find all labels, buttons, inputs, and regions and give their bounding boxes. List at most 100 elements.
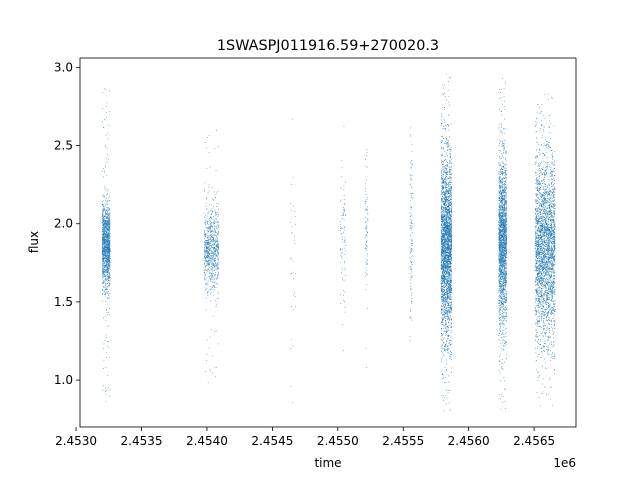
data-point xyxy=(217,233,219,234)
data-point xyxy=(442,164,443,166)
data-point xyxy=(215,242,216,244)
data-point xyxy=(109,227,110,229)
data-point xyxy=(109,240,111,242)
data-point xyxy=(447,227,449,229)
data-point xyxy=(343,215,345,216)
data-point xyxy=(209,217,210,219)
data-point xyxy=(207,270,209,272)
data-point xyxy=(446,165,447,167)
data-point xyxy=(445,328,446,329)
data-point xyxy=(291,345,293,347)
data-point xyxy=(104,286,106,288)
data-point xyxy=(445,291,447,293)
data-point xyxy=(212,219,214,221)
data-point xyxy=(108,218,110,220)
data-point xyxy=(442,195,444,197)
data-point xyxy=(104,245,105,247)
data-point xyxy=(105,229,106,230)
data-point xyxy=(217,234,218,235)
data-point xyxy=(213,221,214,223)
data-point xyxy=(450,311,452,313)
data-point xyxy=(209,244,211,246)
data-point xyxy=(108,196,110,198)
data-point xyxy=(441,281,443,283)
data-point xyxy=(448,253,450,255)
data-point xyxy=(213,246,215,248)
data-point xyxy=(212,247,214,248)
data-point xyxy=(109,222,110,224)
data-point xyxy=(104,246,106,248)
data-point xyxy=(442,236,444,237)
data-point xyxy=(449,355,450,357)
data-point xyxy=(446,302,448,303)
data-point xyxy=(445,403,447,405)
data-point xyxy=(446,191,448,192)
data-point xyxy=(442,168,444,170)
data-point xyxy=(340,187,342,189)
data-point xyxy=(104,219,105,221)
data-point xyxy=(442,255,444,257)
data-point xyxy=(211,222,212,224)
data-point xyxy=(106,260,107,262)
data-point xyxy=(216,244,218,246)
data-point xyxy=(447,162,448,163)
data-point xyxy=(105,174,107,176)
data-point xyxy=(103,368,104,369)
data-point xyxy=(213,220,215,222)
data-point xyxy=(108,236,109,238)
data-point xyxy=(209,249,210,250)
data-point xyxy=(103,227,104,229)
data-point xyxy=(211,226,212,228)
data-point xyxy=(208,228,210,230)
data-point xyxy=(102,285,104,287)
data-point xyxy=(211,287,212,289)
data-point xyxy=(104,279,106,281)
data-point xyxy=(445,234,446,235)
data-point xyxy=(205,227,207,229)
data-point xyxy=(211,260,213,262)
data-point xyxy=(105,232,107,233)
data-point xyxy=(105,233,107,235)
data-point xyxy=(441,266,443,268)
data-point xyxy=(291,209,293,211)
data-point xyxy=(449,307,451,308)
data-point xyxy=(443,261,445,263)
data-point xyxy=(344,209,346,211)
data-point xyxy=(212,281,213,283)
data-point xyxy=(108,247,110,249)
data-point xyxy=(447,251,449,253)
data-point xyxy=(449,211,450,213)
data-point xyxy=(444,122,446,124)
data-point xyxy=(106,240,108,242)
data-point xyxy=(445,202,446,203)
data-point xyxy=(204,241,205,243)
data-point xyxy=(442,166,444,168)
data-point xyxy=(204,231,205,232)
data-point xyxy=(206,252,207,254)
data-point xyxy=(410,236,412,237)
data-point xyxy=(215,366,217,368)
data-point xyxy=(450,184,451,185)
data-point xyxy=(443,294,445,296)
data-point xyxy=(440,237,442,239)
data-point xyxy=(108,246,110,248)
data-point xyxy=(108,229,109,230)
data-point xyxy=(340,224,342,226)
data-point xyxy=(215,263,217,265)
data-point xyxy=(108,246,110,247)
data-point xyxy=(102,220,104,222)
data-point xyxy=(447,279,449,281)
data-point xyxy=(102,238,104,240)
data-point xyxy=(441,119,442,121)
data-point xyxy=(107,211,109,212)
data-point xyxy=(441,206,442,207)
data-point xyxy=(106,147,108,149)
data-point xyxy=(450,187,451,189)
data-point xyxy=(209,227,211,229)
data-point xyxy=(450,217,452,219)
data-point xyxy=(102,258,103,260)
data-point xyxy=(107,240,109,242)
data-point xyxy=(445,249,446,251)
data-point xyxy=(340,228,342,229)
